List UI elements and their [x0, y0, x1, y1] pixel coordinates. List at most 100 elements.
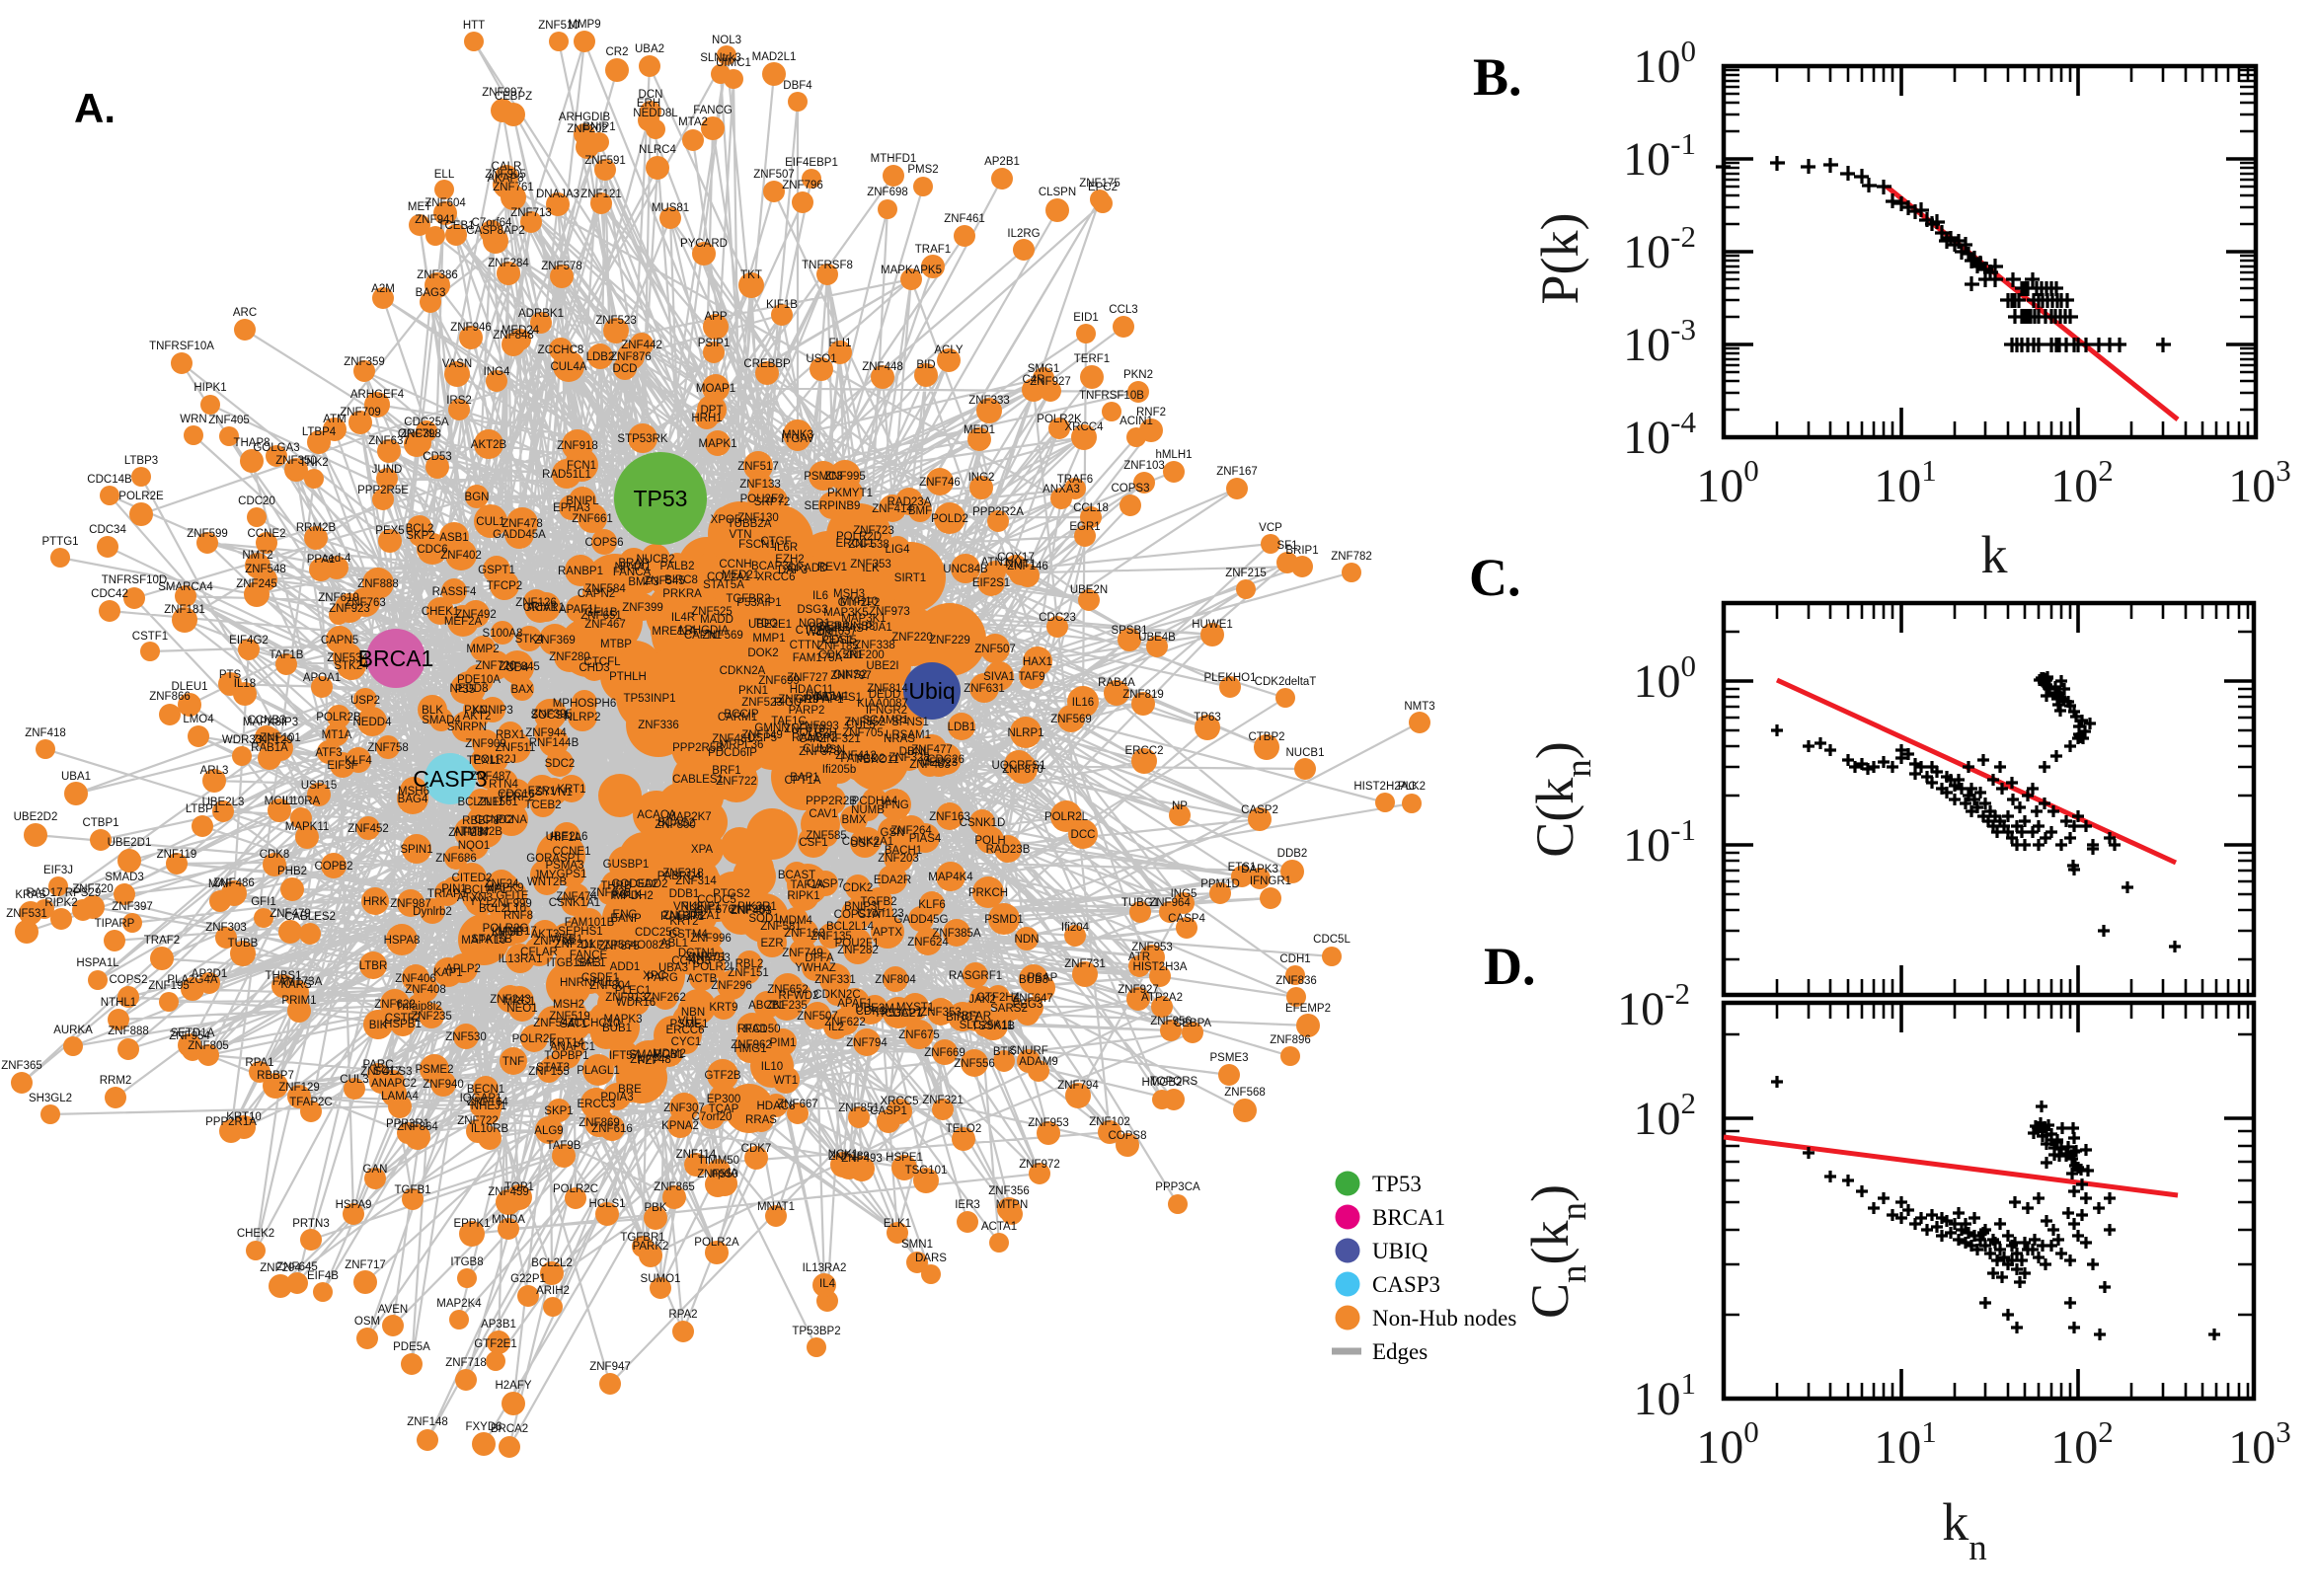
svg-text:BRAP: BRAP	[618, 558, 650, 570]
svg-text:CCNB3: CCNB3	[248, 715, 286, 726]
svg-text:SOCS3: SOCS3	[374, 1066, 413, 1078]
svg-text:HSPA8: HSPA8	[384, 935, 421, 947]
svg-text:USP5: USP5	[747, 732, 777, 744]
svg-text:ZNF548: ZNF548	[245, 564, 286, 575]
svg-text:BID: BID	[916, 359, 935, 371]
svg-text:PJA1: PJA1	[865, 622, 892, 634]
svg-text:ZNF973: ZNF973	[869, 606, 910, 618]
svg-text:AVEN: AVEN	[378, 1304, 408, 1316]
svg-text:CUL3: CUL3	[340, 1074, 368, 1086]
svg-text:PZP: PZP	[638, 1055, 660, 1067]
svg-text:ZNF402: ZNF402	[440, 550, 482, 562]
svg-text:BACH1: BACH1	[885, 845, 922, 857]
svg-text:CDC23: CDC23	[1039, 612, 1076, 624]
svg-text:ZNF676: ZNF676	[693, 904, 734, 916]
svg-text:NBN: NBN	[681, 1007, 705, 1019]
svg-text:ZNF675: ZNF675	[898, 1029, 940, 1041]
svg-text:ZNF647: ZNF647	[1012, 993, 1053, 1005]
svg-text:APTX: APTX	[873, 927, 902, 939]
svg-text:PIM1: PIM1	[770, 1037, 797, 1049]
svg-text:KIF1B: KIF1B	[766, 299, 798, 311]
svg-text:UBA3: UBA3	[658, 962, 688, 974]
svg-text:PPP3CA: PPP3CA	[1155, 1181, 1200, 1193]
svg-text:ZNF652: ZNF652	[767, 984, 809, 996]
svg-text:IFNGR2: IFNGR2	[866, 705, 907, 717]
svg-text:EZR: EZR	[761, 938, 784, 950]
svg-text:ZNF996: ZNF996	[690, 933, 732, 945]
svg-text:RPA2: RPA2	[668, 1309, 697, 1321]
svg-text:DNAJA1: DNAJA1	[806, 691, 849, 703]
svg-text:ZNF585: ZNF585	[806, 830, 847, 842]
svg-text:ZNF954: ZNF954	[169, 1030, 210, 1042]
svg-text:ZNF624: ZNF624	[907, 937, 949, 949]
svg-text:TRAF6: TRAF6	[1057, 474, 1093, 486]
svg-text:CTTN: CTTN	[790, 640, 820, 651]
svg-text:BRE: BRE	[618, 1084, 642, 1096]
svg-text:CDK8: CDK8	[260, 849, 290, 861]
svg-text:SMN1: SMN1	[901, 1239, 933, 1251]
svg-text:WRN: WRN	[180, 414, 206, 425]
svg-text:POLR2A: POLR2A	[694, 1237, 739, 1249]
svg-text:ZNF507: ZNF507	[974, 644, 1016, 655]
svg-text:HUWE1: HUWE1	[1192, 619, 1233, 631]
svg-text:ZNF338: ZNF338	[854, 640, 895, 651]
svg-text:PTS: PTS	[219, 669, 242, 681]
svg-text:PRIM1: PRIM1	[281, 995, 316, 1007]
svg-text:CASP3: CASP3	[413, 766, 487, 792]
svg-text:NMT2: NMT2	[242, 550, 272, 562]
svg-text:ZNF395: ZNF395	[531, 709, 573, 721]
svg-text:PRTN3: PRTN3	[292, 1218, 330, 1230]
svg-text:DPT: DPT	[701, 405, 724, 417]
svg-text:ZNF956: ZNF956	[1150, 1016, 1192, 1027]
svg-text:ZNF718: ZNF718	[445, 1357, 487, 1369]
svg-text:ZNF947: ZNF947	[589, 1361, 631, 1373]
svg-text:ZNF556: ZNF556	[954, 1058, 995, 1070]
svg-text:ZNF836: ZNF836	[1275, 975, 1317, 987]
svg-text:ZNF235: ZNF235	[411, 1011, 452, 1023]
svg-text:HIPK1: HIPK1	[193, 382, 226, 394]
svg-text:ZNF731: ZNF731	[1064, 958, 1106, 970]
svg-text:LDB2: LDB2	[586, 351, 615, 363]
svg-text:ZNF909: ZNF909	[465, 738, 506, 750]
svg-text:GFI1: GFI1	[251, 896, 276, 908]
svg-text:BECN1: BECN1	[467, 1084, 504, 1096]
svg-text:ZNF946: ZNF946	[450, 322, 492, 334]
svg-text:MAP2K7: MAP2K7	[666, 811, 711, 823]
svg-text:ZNF619: ZNF619	[318, 592, 359, 604]
svg-text:APP: APP	[704, 311, 727, 323]
svg-text:CSDE1: CSDE1	[581, 972, 619, 984]
svg-text:KRT2: KRT2	[669, 916, 698, 928]
svg-text:PFAS: PFAS	[834, 623, 864, 635]
svg-text:BIRC8: BIRC8	[664, 574, 698, 586]
svg-text:BAG4: BAG4	[398, 794, 428, 805]
svg-text:BLK: BLK	[422, 705, 443, 717]
svg-text:ZNF129: ZNF129	[278, 1082, 320, 1094]
svg-text:ZNF913: ZNF913	[605, 992, 647, 1004]
svg-text:ZNF459: ZNF459	[488, 1186, 529, 1198]
svg-text:TP63: TP63	[1194, 712, 1221, 723]
svg-text:TP53AP1: TP53AP1	[874, 1008, 922, 1020]
svg-text:ZNF972: ZNF972	[1019, 1159, 1060, 1171]
svg-text:TRIAP1: TRIAP1	[427, 888, 467, 900]
svg-text:CCNE2: CCNE2	[248, 528, 286, 540]
svg-text:HTT: HTT	[463, 20, 485, 32]
svg-text:POLR2J: POLR2J	[473, 754, 515, 766]
svg-text:P35: P35	[455, 684, 475, 696]
svg-text:PLK2: PLK2	[1398, 781, 1426, 793]
svg-text:BMP3: BMP3	[628, 576, 658, 588]
svg-text:BNIPL: BNIPL	[566, 495, 599, 507]
svg-text:POU2F2: POU2F2	[740, 494, 785, 505]
svg-text:PYCARD: PYCARD	[680, 238, 728, 250]
svg-text:TNK2: TNK2	[299, 457, 328, 469]
svg-text:XPA: XPA	[691, 844, 713, 856]
svg-text:ZNF282: ZNF282	[837, 945, 879, 956]
svg-text:MAPK8IP3: MAPK8IP3	[243, 717, 298, 728]
svg-text:ZNF356: ZNF356	[988, 1185, 1030, 1197]
svg-text:TAF1C: TAF1C	[771, 716, 807, 727]
svg-text:PALB2: PALB2	[660, 561, 695, 572]
svg-text:DEDD2: DEDD2	[630, 878, 668, 890]
svg-text:ZNF888: ZNF888	[108, 1026, 149, 1037]
svg-text:TAF9B: TAF9B	[547, 1140, 581, 1152]
svg-text:ING2: ING2	[968, 472, 995, 484]
svg-text:TELO2: TELO2	[946, 1123, 981, 1135]
